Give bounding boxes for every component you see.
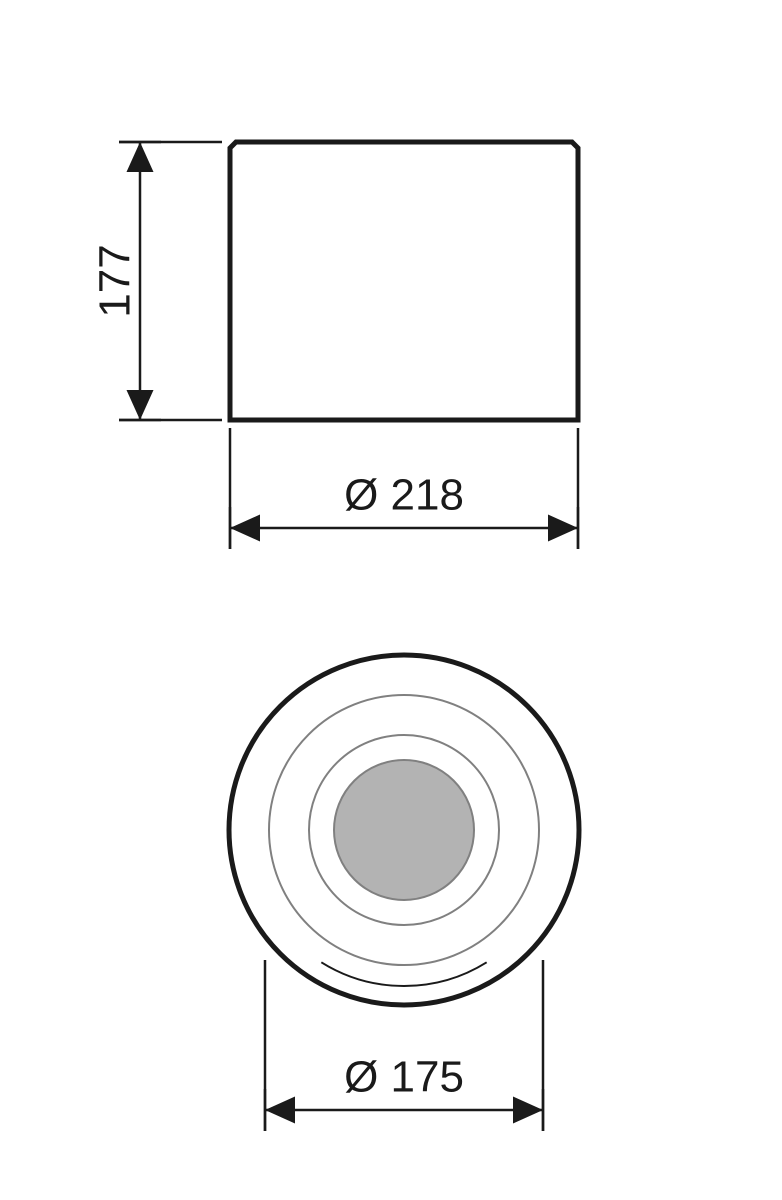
plan-center-fill [334,760,474,900]
side-view-outline [230,142,578,420]
dim-plan-label: Ø 175 [344,1053,464,1102]
dim-width-label: Ø 218 [344,471,464,520]
dim-height-label: 177 [91,244,140,317]
